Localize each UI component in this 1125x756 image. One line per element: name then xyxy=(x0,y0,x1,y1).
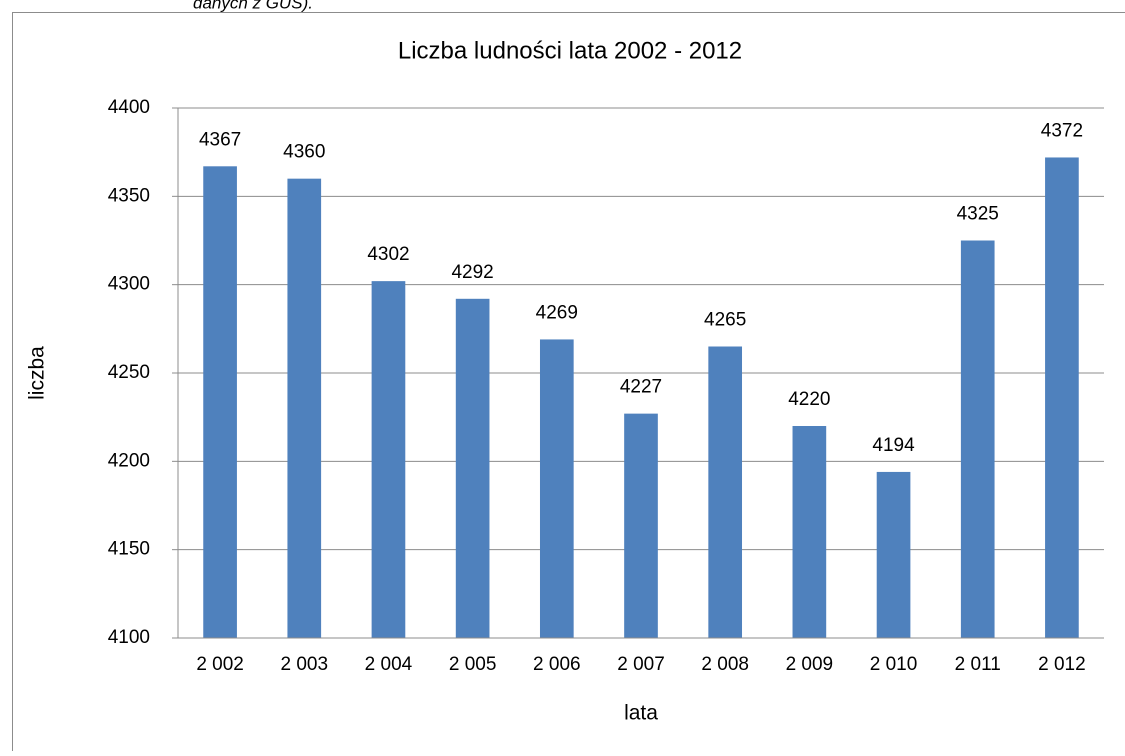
bar xyxy=(1045,157,1079,638)
x-tick-label: 2 012 xyxy=(1038,654,1086,675)
x-tick-label: 2 011 xyxy=(955,654,1001,675)
bar xyxy=(203,166,237,638)
y-tick-label: 4150 xyxy=(108,539,150,560)
x-tick-label: 2 010 xyxy=(870,654,918,675)
y-tick-label: 4200 xyxy=(108,450,150,471)
x-tick-label: 2 006 xyxy=(533,654,581,675)
x-tick-label: 2 004 xyxy=(365,654,413,675)
y-tick-label: 4400 xyxy=(108,97,150,118)
x-tick-label: 2 007 xyxy=(617,654,665,675)
x-tick-label: 2 008 xyxy=(701,654,749,675)
bar xyxy=(540,339,574,638)
caption: danych z GUS). xyxy=(193,0,313,12)
x-axis-title: lata xyxy=(624,702,658,725)
data-label: 4227 xyxy=(620,377,662,398)
data-label: 4372 xyxy=(1041,120,1083,141)
data-label: 4292 xyxy=(451,262,493,283)
data-label: 4325 xyxy=(957,204,999,225)
bar xyxy=(961,241,995,639)
bar xyxy=(372,281,406,638)
bar xyxy=(287,179,321,638)
y-tick-label: 4250 xyxy=(108,362,150,383)
y-tick-label: 4350 xyxy=(108,185,150,206)
data-label: 4220 xyxy=(788,389,830,410)
y-tick-label: 4100 xyxy=(108,627,150,648)
data-label: 4265 xyxy=(704,310,746,331)
y-tick-label: 4300 xyxy=(108,274,150,295)
x-tick-label: 2 005 xyxy=(449,654,497,675)
x-tick-label: 2 009 xyxy=(786,654,834,675)
data-label: 4360 xyxy=(283,142,325,163)
y-axis-title: liczba xyxy=(26,346,49,400)
bar xyxy=(456,299,490,638)
data-label: 4269 xyxy=(536,302,578,323)
bar xyxy=(708,347,742,639)
bar xyxy=(793,426,827,638)
chart-title: Liczba ludności lata 2002 - 2012 xyxy=(398,37,742,64)
bar xyxy=(877,472,911,638)
data-label: 4194 xyxy=(872,435,915,456)
bar xyxy=(624,414,658,638)
data-label: 4302 xyxy=(367,244,409,265)
x-tick-label: 2 003 xyxy=(280,654,328,675)
x-tick-label: 2 002 xyxy=(196,654,244,675)
data-label: 4367 xyxy=(199,129,241,150)
